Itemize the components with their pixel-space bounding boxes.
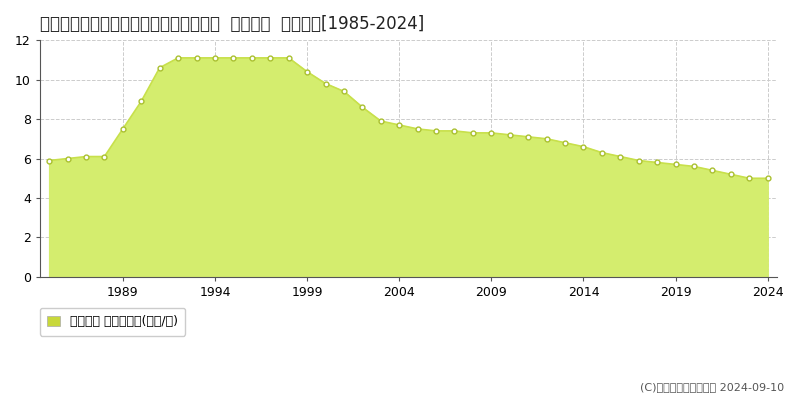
Text: (C)土地価格ドットコム 2024-09-10: (C)土地価格ドットコム 2024-09-10 xyxy=(640,382,784,392)
Legend: 地価公示 平均坪単価(万円/坪): 地価公示 平均坪単価(万円/坪) xyxy=(40,308,186,336)
Text: 兵庫県宝塚市大原野字森谷２９番１２外  地価公示  地価推移[1985-2024]: 兵庫県宝塚市大原野字森谷２９番１２外 地価公示 地価推移[1985-2024] xyxy=(40,15,424,33)
